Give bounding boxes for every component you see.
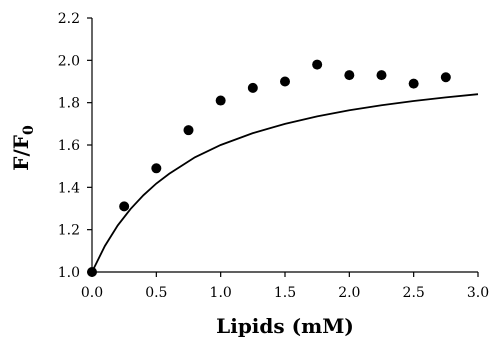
plot-frame (91, 18, 478, 273)
y-axis-title-main: F/F (9, 135, 33, 171)
y-tick-label: 1.2 (58, 223, 80, 239)
data-point (280, 76, 290, 87)
x-tick-label: 0.0 (81, 285, 103, 301)
x-tick-label: 1.0 (210, 285, 232, 301)
x-tick-label: 1.5 (274, 285, 296, 301)
x-axis-title: Lipids (mM) (216, 314, 354, 338)
x-tick-label: 3.0 (467, 285, 489, 301)
data-point (312, 59, 323, 70)
y-tick-label: 1.0 (58, 265, 80, 281)
y-axis-title: F/F0 (9, 125, 37, 171)
data-point (440, 72, 451, 83)
data-point (344, 70, 355, 81)
data-point (183, 125, 194, 136)
x-tick-label: 2.5 (403, 285, 425, 301)
y-tick-label: 1.6 (58, 138, 80, 154)
data-point (215, 95, 226, 106)
data-point (376, 70, 387, 81)
data-point (151, 163, 162, 174)
x-tick-label: 2.0 (338, 285, 360, 301)
y-tick-label: 2.2 (58, 11, 80, 27)
y-tick-label: 1.4 (58, 180, 80, 196)
data-point (408, 78, 419, 89)
data-points (87, 59, 451, 277)
data-point (87, 267, 97, 277)
data-point (247, 82, 258, 93)
fitted-curve (91, 93, 479, 273)
y-tick-label: 1.8 (58, 96, 80, 112)
y-axis-title-subscript: 0 (21, 125, 37, 135)
fitted-curve-line (91, 93, 479, 273)
y-axis-ticks: 1.0 1.2 1.4 1.6 1.8 2.0 2.2 (58, 11, 92, 281)
data-point (119, 201, 130, 212)
y-tick-label: 2.0 (58, 53, 80, 69)
x-tick-label: 0.5 (145, 285, 167, 301)
x-axis-ticks: 0.0 0.5 1.0 1.5 2.0 2.5 3.0 (81, 272, 489, 301)
